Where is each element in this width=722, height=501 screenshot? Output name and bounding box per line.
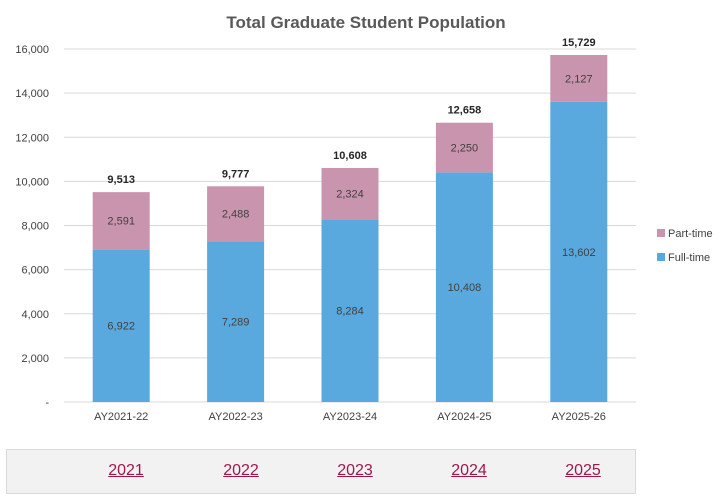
legend-label: Full-time (668, 252, 710, 264)
bar-part-time (207, 186, 265, 242)
x-axis: AY2021-22 AY2022-23 AY2023-24 AY2024-25 AY20… (94, 411, 606, 423)
bar-full-time (550, 101, 608, 402)
year-link-2021[interactable]: 2021 (108, 462, 144, 479)
year-link-2025[interactable]: 2025 (565, 462, 601, 479)
data-label-full-time: 10,408 (448, 282, 482, 294)
data-label-part-time: 2,488 (222, 209, 250, 221)
y-tick-label: 10,000 (15, 176, 49, 188)
x-tick-label: AY2023-24 (323, 411, 377, 423)
bars: 6,922 2,591 9,513 7,289 2,488 9,777 8,284 2,324… (92, 37, 608, 402)
y-tick-label: 12,000 (15, 132, 49, 144)
x-tick-label: AY2025-26 (552, 411, 606, 423)
data-label-full-time: 6,922 (107, 321, 135, 333)
legend-swatch (657, 229, 665, 237)
legend-swatch (657, 253, 665, 261)
legend-label: Part-time (668, 228, 713, 240)
x-tick-label: AY2021-22 (94, 411, 148, 423)
y-tick-label: 4,000 (21, 309, 49, 321)
total-label: 15,729 (562, 37, 596, 49)
bar-part-time (92, 192, 150, 250)
y-tick-label: 16,000 (15, 44, 49, 56)
y-tick-label: 2,000 (21, 353, 49, 365)
chart: Total Graduate Student Population - 2,000… (15, 13, 713, 423)
y-tick-label: 6,000 (21, 265, 49, 277)
total-label: 9,513 (107, 174, 135, 186)
year-link-2024[interactable]: 2024 (451, 462, 487, 479)
year-link-2023[interactable]: 2023 (337, 462, 373, 479)
bar-part-time (550, 54, 608, 102)
year-link-2022[interactable]: 2022 (223, 462, 259, 479)
y-tick-label: - (45, 397, 49, 409)
year-navigation: 2021 2022 2023 2024 2025 (6, 449, 636, 494)
bar-full-time (321, 219, 379, 402)
data-label-part-time: 2,324 (336, 189, 364, 201)
bar-part-time (435, 122, 493, 173)
bar-part-time (321, 167, 379, 220)
data-label-full-time: 8,284 (336, 306, 364, 318)
bar-full-time (207, 241, 265, 402)
data-label-part-time: 2,591 (107, 216, 135, 228)
legend: Part-time Full-time (657, 228, 713, 264)
data-label-full-time: 13,602 (562, 247, 596, 259)
chart-title: Total Graduate Student Population (226, 13, 505, 32)
data-label-full-time: 7,289 (222, 317, 250, 329)
x-tick-label: AY2024-25 (437, 411, 491, 423)
x-tick-label: AY2022-23 (208, 411, 262, 423)
data-label-part-time: 2,127 (565, 73, 593, 85)
bar-full-time (435, 172, 493, 402)
y-tick-label: 8,000 (21, 221, 49, 233)
total-label: 12,658 (448, 105, 482, 117)
data-label-part-time: 2,250 (451, 143, 479, 155)
y-axis: - 2,000 4,000 6,000 8,000 10,000 12,000 14,000 1… (15, 44, 49, 409)
total-label: 9,777 (222, 168, 250, 180)
total-label: 10,608 (333, 150, 367, 162)
bar-full-time (92, 249, 150, 402)
y-tick-label: 14,000 (15, 88, 49, 100)
